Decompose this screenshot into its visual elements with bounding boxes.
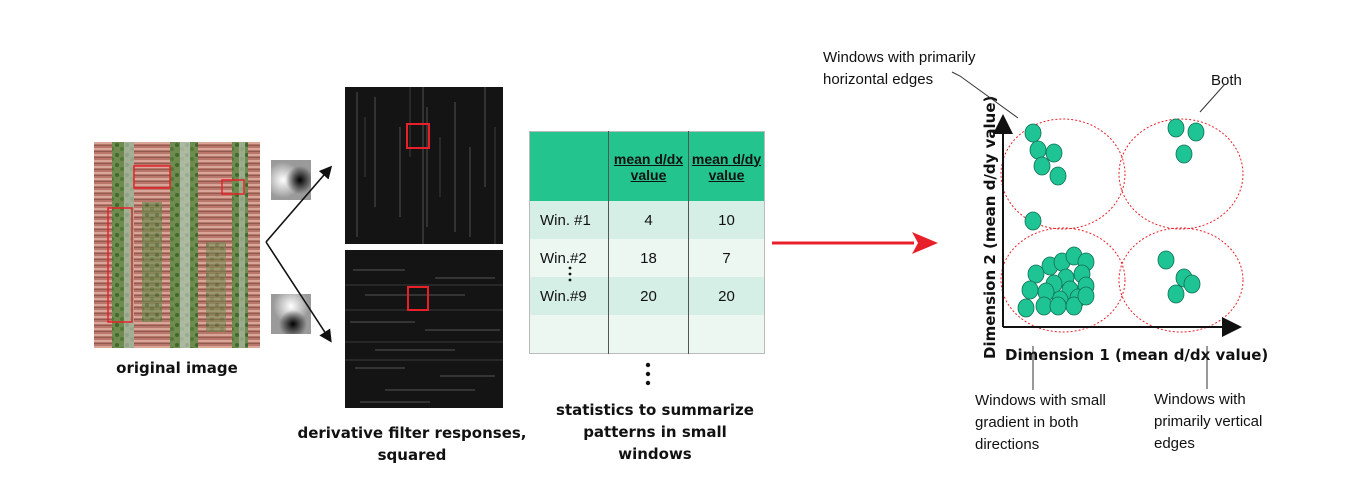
cluster-region-both	[1118, 118, 1244, 230]
data-point	[1167, 118, 1185, 138]
data-point	[1045, 143, 1063, 163]
statistics-table: mean d/dx value mean d/dy value Win. #1 …	[529, 131, 765, 354]
table-header-cell: mean d/dy value	[688, 131, 765, 201]
feature-space-plot	[993, 114, 1244, 337]
cluster-region-small	[1000, 227, 1126, 333]
data-point	[1017, 298, 1035, 318]
annotation-small-gradient: Windows with small gradient in both dire…	[975, 392, 1106, 453]
dx-response-image	[345, 87, 503, 244]
table-cell: Win.#9	[529, 277, 609, 315]
data-point	[1157, 250, 1175, 270]
table-row: Win. #1 4 10	[529, 201, 765, 239]
table-header-cell	[529, 131, 609, 201]
small-ellipsis-icon	[568, 266, 572, 282]
data-point	[1021, 280, 1039, 300]
data-point	[1033, 156, 1051, 176]
annotation-pointers	[951, 71, 1226, 390]
original-image-caption: original image	[116, 359, 238, 377]
red-arrow-icon	[772, 232, 938, 254]
table-cell	[688, 315, 765, 354]
table-ellipsis-icon	[645, 362, 651, 386]
filter-responses-caption: derivative filter responses, squared	[297, 424, 527, 464]
annotation-vertical-edges: Windows with primarily vertical edges	[1154, 391, 1263, 452]
table-header-cell: mean d/dx value	[608, 131, 689, 201]
table-row	[529, 315, 765, 354]
annotation-horizontal-edges: Windows with primarily horizontal edges	[823, 49, 976, 88]
data-point	[1027, 264, 1045, 284]
annotation-both: Both	[1211, 72, 1242, 89]
table-cell: 7	[688, 239, 765, 277]
x-axis-label: Dimension 1 (mean d/dx value)	[1005, 346, 1269, 364]
table-row: Win.#2 18 7	[529, 239, 765, 277]
data-point	[1024, 211, 1042, 231]
table-cell: 20	[688, 277, 765, 315]
table-cell: Win.#2	[529, 239, 609, 277]
table-cell: 18	[608, 239, 689, 277]
data-point	[1167, 284, 1185, 304]
table-cell: 4	[608, 201, 689, 239]
branch-arrows	[265, 165, 333, 343]
table-row: Win.#9 20 20	[529, 277, 765, 315]
original-image	[94, 142, 260, 348]
table-cell	[608, 315, 689, 354]
dy-response-image	[345, 250, 503, 408]
table-header-row: mean d/dx value mean d/dy value	[529, 131, 765, 201]
data-point	[1065, 296, 1083, 316]
table-cell	[529, 315, 609, 354]
data-point	[1187, 122, 1205, 142]
cluster-region-horizontal	[1000, 118, 1126, 230]
dx-filter-icon	[271, 160, 311, 200]
data-point	[1077, 286, 1095, 306]
data-point	[1175, 144, 1193, 164]
statistics-caption: statistics to summarize patterns in smal…	[556, 401, 754, 463]
table-cell: 20	[608, 277, 689, 315]
data-point	[1183, 274, 1201, 294]
cluster-region-vertical	[1118, 227, 1244, 333]
data-point	[1024, 123, 1042, 143]
data-point	[1049, 166, 1067, 186]
table-cell: 10	[688, 201, 765, 239]
table-cell: Win. #1	[529, 201, 609, 239]
